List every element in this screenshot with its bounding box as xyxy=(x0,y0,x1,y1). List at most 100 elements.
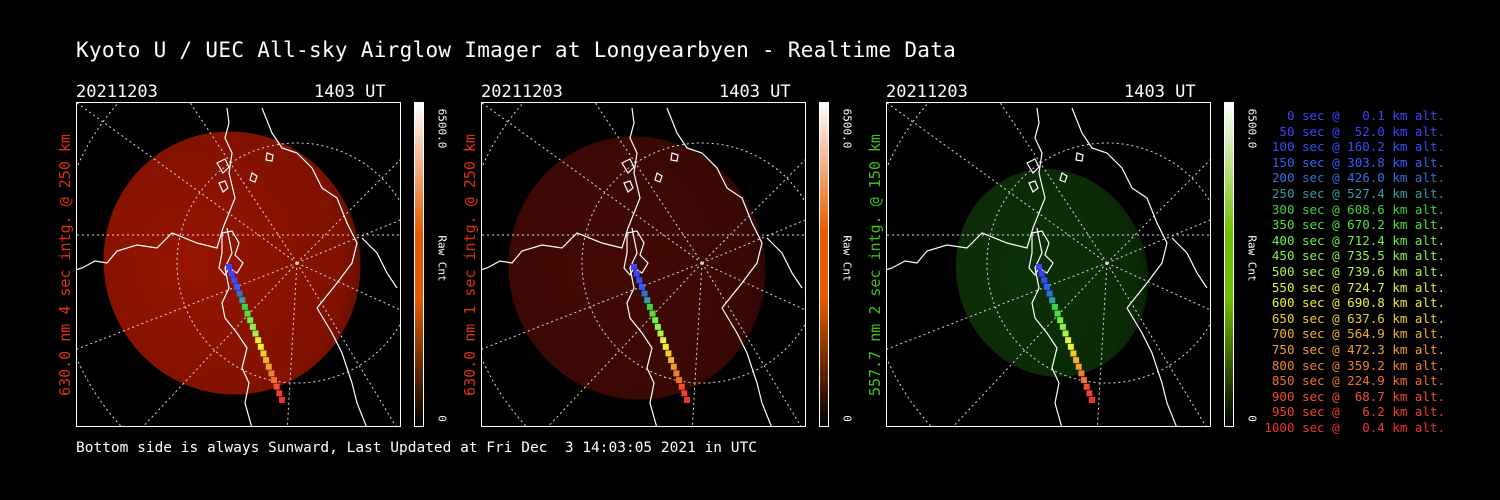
panel-1-colorbar-labels: 6500.0 Raw Cnt 0 xyxy=(432,102,452,427)
track-marker xyxy=(265,363,272,370)
track-marker xyxy=(257,343,264,350)
track-marker xyxy=(1073,357,1080,364)
grid-lines xyxy=(482,103,805,426)
timeline-row: 800 sec @ 359.2 km alt. xyxy=(1271,357,1445,373)
track-marker xyxy=(1059,323,1066,330)
track-marker xyxy=(244,310,251,317)
panel-1-colorbar xyxy=(414,102,424,427)
track-marker xyxy=(1041,277,1048,284)
track-marker xyxy=(1057,317,1064,324)
track-marker xyxy=(1078,370,1085,377)
track-marker xyxy=(239,297,246,304)
track-marker xyxy=(654,323,661,330)
track-marker xyxy=(636,277,643,284)
timeline-row: 900 sec @ 68.7 km alt. xyxy=(1271,388,1445,404)
panel-2-cbar-max: 6500.0 xyxy=(840,108,854,149)
track-marker xyxy=(641,290,648,297)
track-marker xyxy=(252,330,259,337)
airglow-field xyxy=(103,131,361,395)
track-marker xyxy=(241,303,248,310)
track-marker xyxy=(649,310,656,317)
timeline-row: 300 sec @ 608.6 km alt. xyxy=(1271,201,1445,217)
track-marker xyxy=(228,270,235,277)
track-marker xyxy=(226,264,232,270)
timeline-row: 0 sec @ 0.1 km alt. xyxy=(1286,108,1445,123)
track-marker xyxy=(684,397,690,403)
track-marker xyxy=(1081,377,1088,384)
panel-2-cbar-unit: Raw Cnt xyxy=(840,235,854,282)
footer-status: Bottom side is always Sunward, Last Upda… xyxy=(76,440,757,456)
timeline-row: 50 sec @ 52.0 km alt. xyxy=(1279,123,1445,139)
track-marker xyxy=(1046,290,1053,297)
timeline-row: 150 sec @ 303.8 km alt. xyxy=(1271,154,1445,170)
coastline xyxy=(77,107,398,426)
panel-2-colorbar xyxy=(819,102,829,427)
track-marker xyxy=(1065,337,1072,344)
track-marker xyxy=(1086,390,1093,397)
track-marker xyxy=(1049,297,1056,304)
track-marker xyxy=(638,283,645,290)
track-marker xyxy=(1083,383,1090,390)
panel-1-time: 1403 UT xyxy=(314,82,386,102)
timeline-row: 350 sec @ 670.2 km alt. xyxy=(1271,217,1445,233)
track-marker xyxy=(255,337,262,344)
panel-3-side-label: 557.7 nm 2 sec intg. @ 150 km xyxy=(866,133,884,396)
track-marker xyxy=(631,264,637,270)
track-marker xyxy=(1051,303,1058,310)
grid-lines xyxy=(77,103,400,426)
airglow-field xyxy=(955,169,1149,377)
track-marker xyxy=(268,370,275,377)
track-marker xyxy=(271,377,278,384)
track-marker xyxy=(247,317,254,324)
panel-1-side-label: 630.0 nm 4 sec intg. @ 250 km xyxy=(56,133,74,396)
panel-1-cbar-min: 0 xyxy=(435,415,449,422)
panel-2-colorbar-labels: 6500.0 Raw Cnt 0 xyxy=(837,102,857,427)
track-marker xyxy=(260,350,267,357)
track-marker xyxy=(681,390,688,397)
track-marker xyxy=(1038,270,1045,277)
timeline-row: 100 sec @ 160.2 km alt. xyxy=(1271,139,1445,155)
track-marker xyxy=(646,303,653,310)
timeline-row: 650 sec @ 637.6 km alt. xyxy=(1271,310,1445,326)
track-marker xyxy=(662,343,669,350)
panel-3-colorbar xyxy=(1224,102,1234,427)
track-marker xyxy=(644,297,651,304)
timeline-row: 850 sec @ 224.9 km alt. xyxy=(1271,373,1445,389)
page-title: Kyoto U / UEC All-sky Airglow Imager at … xyxy=(76,38,957,62)
track-marker xyxy=(660,337,667,344)
panel-1-cbar-max: 6500.0 xyxy=(435,108,449,149)
track-marker xyxy=(276,390,283,397)
panel-3-time: 1403 UT xyxy=(1124,82,1196,102)
track-marker xyxy=(249,323,256,330)
timeline-row: 550 sec @ 724.7 km alt. xyxy=(1271,279,1445,295)
panel-3-date: 20211203 xyxy=(886,82,968,102)
track-marker xyxy=(1054,310,1061,317)
track-marker xyxy=(233,283,240,290)
track-marker xyxy=(273,383,280,390)
track-marker xyxy=(670,363,677,370)
track-marker xyxy=(676,377,683,384)
track-marker xyxy=(236,290,243,297)
altitude-timeline-legend: 0 sec @ 0.1 km alt. 50 sec @ 52.0 km alt.… xyxy=(1255,108,1445,435)
track-marker xyxy=(1062,330,1069,337)
track-marker xyxy=(1075,363,1082,370)
track-marker xyxy=(1067,343,1074,350)
timeline-row: 700 sec @ 564.9 km alt. xyxy=(1271,326,1445,342)
track-marker xyxy=(652,317,659,324)
timeline-row: 400 sec @ 712.4 km alt. xyxy=(1271,232,1445,248)
timeline-row: 950 sec @ 6.2 km alt. xyxy=(1271,404,1445,420)
track-marker xyxy=(633,270,640,277)
timeline-row: 600 sec @ 690.8 km alt. xyxy=(1271,295,1445,311)
track-marker xyxy=(1043,283,1050,290)
timeline-row: 450 sec @ 735.5 km alt. xyxy=(1271,248,1445,264)
track-marker xyxy=(668,357,675,364)
panel-3-sky-image xyxy=(886,102,1211,427)
panel-2-sky-image xyxy=(481,102,806,427)
timeline-row: 500 sec @ 739.6 km alt. xyxy=(1271,263,1445,279)
panel-2-side-label: 630.0 nm 1 sec intg. @ 250 km xyxy=(461,133,479,396)
track-marker xyxy=(673,370,680,377)
timeline-row: 250 sec @ 527.4 km alt. xyxy=(1271,185,1445,201)
panel-1-cbar-unit: Raw Cnt xyxy=(435,235,449,282)
panel-2-time: 1403 UT xyxy=(719,82,791,102)
track-marker xyxy=(1089,397,1095,403)
